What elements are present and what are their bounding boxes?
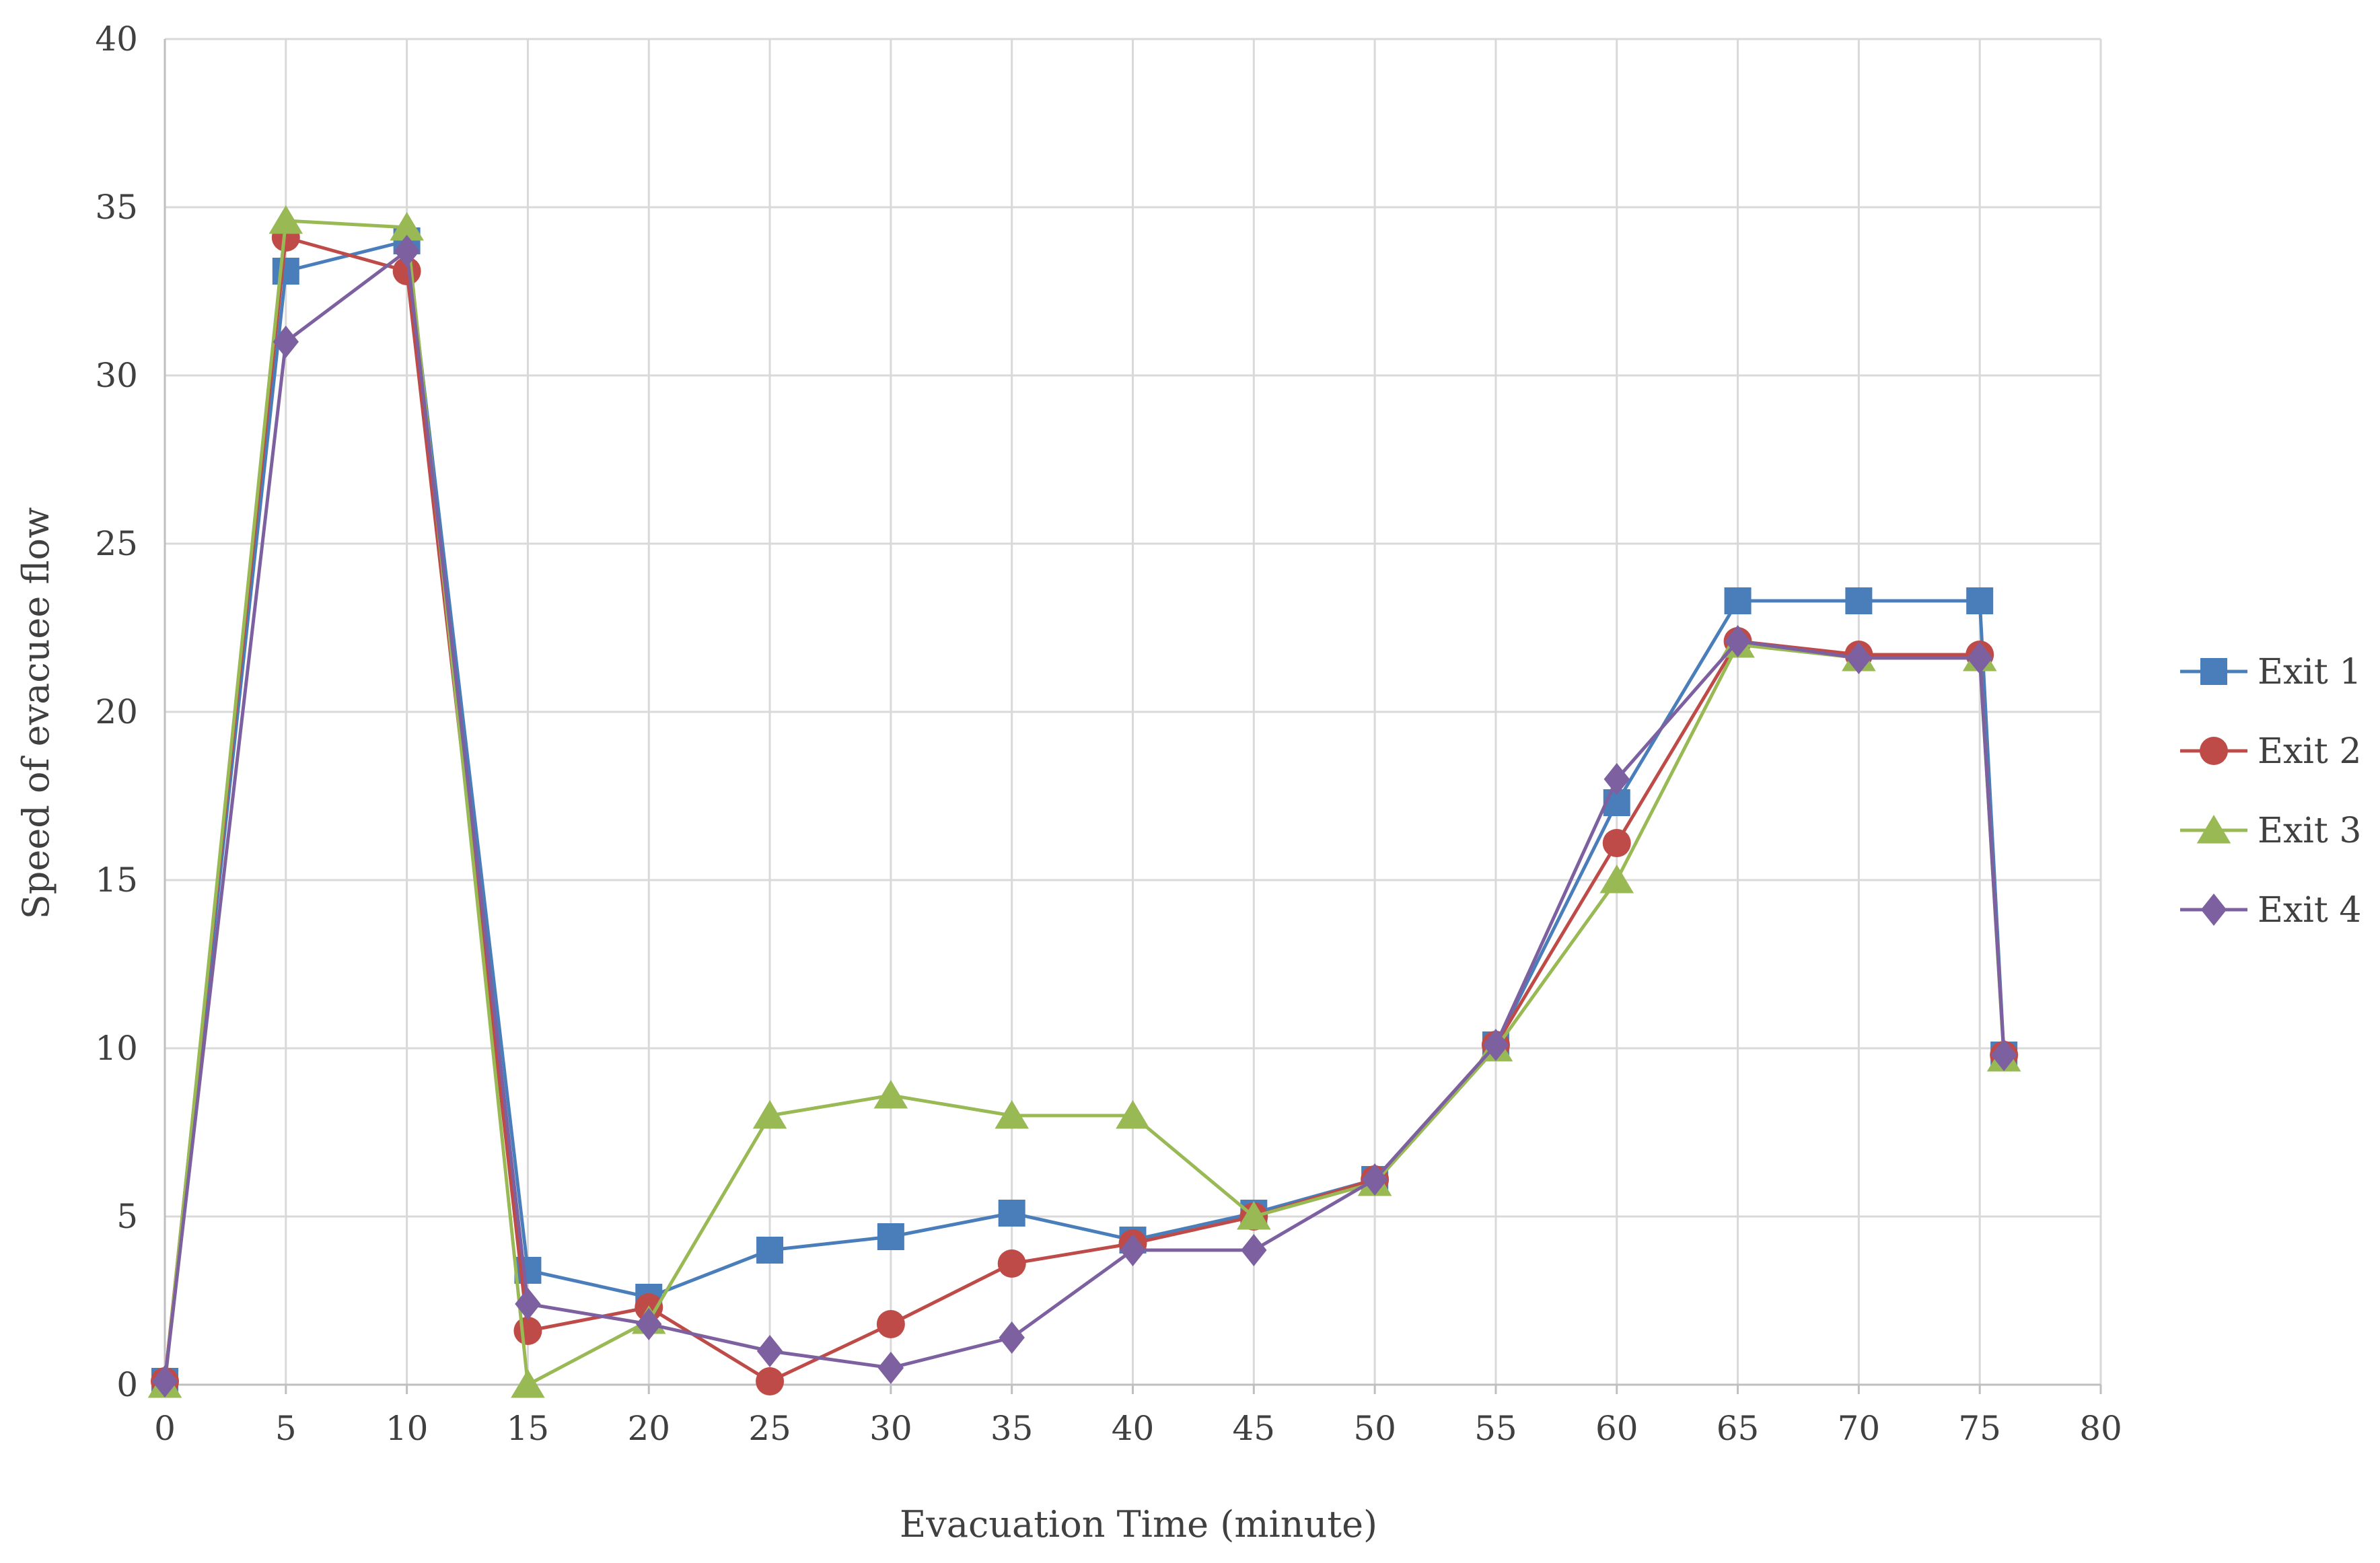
x-tick-label: 30 [869, 1409, 912, 1448]
legend-item-1: Exit 1 [2180, 652, 2361, 692]
legend: Exit 1 Exit 2 Exit 3 Exit 4 [2180, 652, 2361, 931]
series-3-point [511, 1369, 545, 1398]
series-2-line [163, 235, 2006, 1383]
series-4-line [163, 249, 2006, 1382]
series-4-point [756, 1335, 783, 1367]
x-tick-label: 45 [1233, 1409, 1276, 1448]
series-4-point [636, 1308, 662, 1340]
legend-item-2-marker [2200, 737, 2228, 765]
series-3-line [163, 219, 2006, 1387]
y-tick-label: 10 [95, 1029, 138, 1068]
series-4-point [1990, 1039, 2017, 1071]
series-3 [147, 205, 2021, 1398]
x-axis-title: Evacuation Time (minute) [900, 1503, 1377, 1546]
x-tick-label: 70 [1838, 1409, 1881, 1448]
legend-item-2: Exit 2 [2180, 731, 2361, 772]
x-tick-label: 50 [1353, 1409, 1396, 1448]
series-3-point [873, 1080, 908, 1109]
legend-item-3-marker [2196, 815, 2231, 844]
y-tick-label: 35 [95, 188, 138, 227]
series-4-point [151, 1365, 178, 1397]
legend-item-2-label: Exit 2 [2258, 731, 2361, 772]
x-tick-label: 15 [507, 1409, 550, 1448]
legend-item-1-marker [2200, 658, 2227, 685]
series-4-point [1725, 625, 1751, 657]
series-4-point [1361, 1163, 1388, 1196]
series-1-point [1724, 587, 1752, 614]
legend-item-4-marker [2200, 894, 2227, 926]
y-axis-title: Speed of evacuee flow [15, 507, 57, 919]
x-tick-label: 5 [275, 1409, 297, 1448]
series-3-point [1116, 1100, 1150, 1129]
x-tick-label: 65 [1717, 1409, 1760, 1448]
legend-item-3-label: Exit 3 [2258, 811, 2361, 851]
series-1-point [1966, 587, 1994, 614]
series-2-point [513, 1317, 542, 1345]
legend-item-3: Exit 3 [2180, 811, 2361, 851]
y-tick-label: 25 [95, 524, 138, 563]
series-2-point [876, 1310, 905, 1338]
x-tick-label: 0 [154, 1409, 176, 1448]
x-tick-label: 35 [990, 1409, 1034, 1448]
x-tick-label: 55 [1474, 1409, 1517, 1448]
series-4-point [1241, 1234, 1267, 1266]
series-1-point [877, 1223, 904, 1250]
series-4-point [515, 1288, 541, 1320]
y-tick-label: 5 [116, 1197, 138, 1236]
legend-item-1-label: Exit 1 [2258, 652, 2361, 692]
y-tick-label: 20 [95, 692, 138, 731]
series-4-point [273, 326, 299, 358]
series-4-point [1603, 763, 1630, 795]
axes: 0 5 10 15 20 25 30 35 40 0 5 10 15 20 25 30 35 40 45 50 55 60… [95, 20, 2122, 1448]
x-tick-label: 25 [748, 1409, 791, 1448]
series-4-point [1846, 642, 1872, 674]
series-layer [147, 205, 2021, 1398]
series-1-line [163, 239, 2006, 1382]
series-1-point [272, 258, 299, 285]
series-1-point [1845, 587, 1873, 614]
series-2-point [1602, 829, 1631, 857]
x-tick-label: 40 [1112, 1409, 1155, 1448]
x-tick-label: 75 [1958, 1409, 2001, 1448]
series-3-point [995, 1100, 1029, 1129]
y-tick-label: 30 [95, 356, 138, 395]
series-3-point [390, 212, 424, 241]
series-3-point [268, 205, 303, 234]
series-4-point [1120, 1234, 1146, 1266]
series-4 [151, 235, 2017, 1397]
series-2-point [756, 1367, 785, 1395]
y-tick-label: 0 [116, 1365, 138, 1404]
gridlines [165, 38, 2102, 1385]
y-tick-label: 15 [95, 861, 138, 900]
series-3-point [1237, 1201, 1271, 1230]
series-3-point [1599, 865, 1634, 894]
x-tick-label: 80 [2079, 1409, 2122, 1448]
legend-item-4-label: Exit 4 [2258, 890, 2361, 931]
series-4-point [1966, 642, 1993, 674]
legend-item-4: Exit 4 [2180, 890, 2361, 931]
x-tick-label: 10 [386, 1409, 429, 1448]
series-4-point [1482, 1029, 1509, 1061]
y-tick-label: 40 [95, 20, 138, 59]
series-4-point [999, 1321, 1025, 1354]
series-2-point [392, 257, 421, 285]
series-4-point [394, 235, 420, 267]
x-tick-label: 20 [627, 1409, 670, 1448]
series-1-point [998, 1200, 1025, 1227]
series-4-point [877, 1352, 904, 1384]
series-3-point [752, 1100, 787, 1129]
series-1-point [756, 1237, 784, 1264]
x-tick-label: 60 [1595, 1409, 1638, 1448]
series-2-point [997, 1249, 1026, 1278]
